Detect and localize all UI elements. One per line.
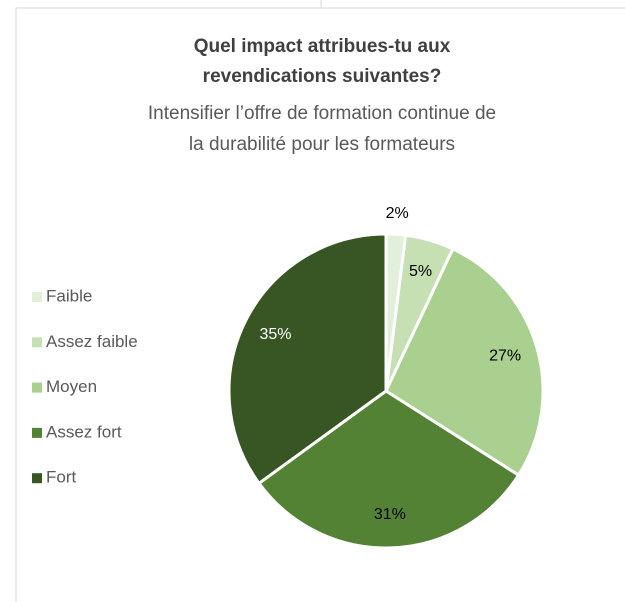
data-label: 27% xyxy=(489,348,521,365)
legend-swatch xyxy=(32,382,42,393)
chart-subtitle: Intensifier l’offre de formation continu… xyxy=(148,103,496,124)
legend-label: Assez fort xyxy=(46,422,122,441)
data-label: 31% xyxy=(374,506,406,523)
chart-subtitle: la durabilité pour les formateurs xyxy=(189,134,455,155)
chart-title: revendications suivantes? xyxy=(203,66,442,87)
pie-slice xyxy=(227,232,388,486)
pie-slice xyxy=(256,389,521,550)
legend-label: Faible xyxy=(46,286,92,305)
legend-swatch xyxy=(32,337,42,348)
legend-swatch xyxy=(32,292,42,302)
data-label: 2% xyxy=(386,205,409,222)
legend-label: Assez faible xyxy=(46,332,138,351)
legend-swatch xyxy=(32,473,42,484)
data-label: 5% xyxy=(409,263,432,280)
legend-swatch xyxy=(32,427,42,438)
chart-title: Quel impact attribues-tu aux xyxy=(194,36,451,57)
legend-label: Moyen xyxy=(46,377,97,396)
data-label: 35% xyxy=(259,326,291,343)
pie-slice xyxy=(384,246,545,478)
legend-label: Fort xyxy=(46,468,77,487)
